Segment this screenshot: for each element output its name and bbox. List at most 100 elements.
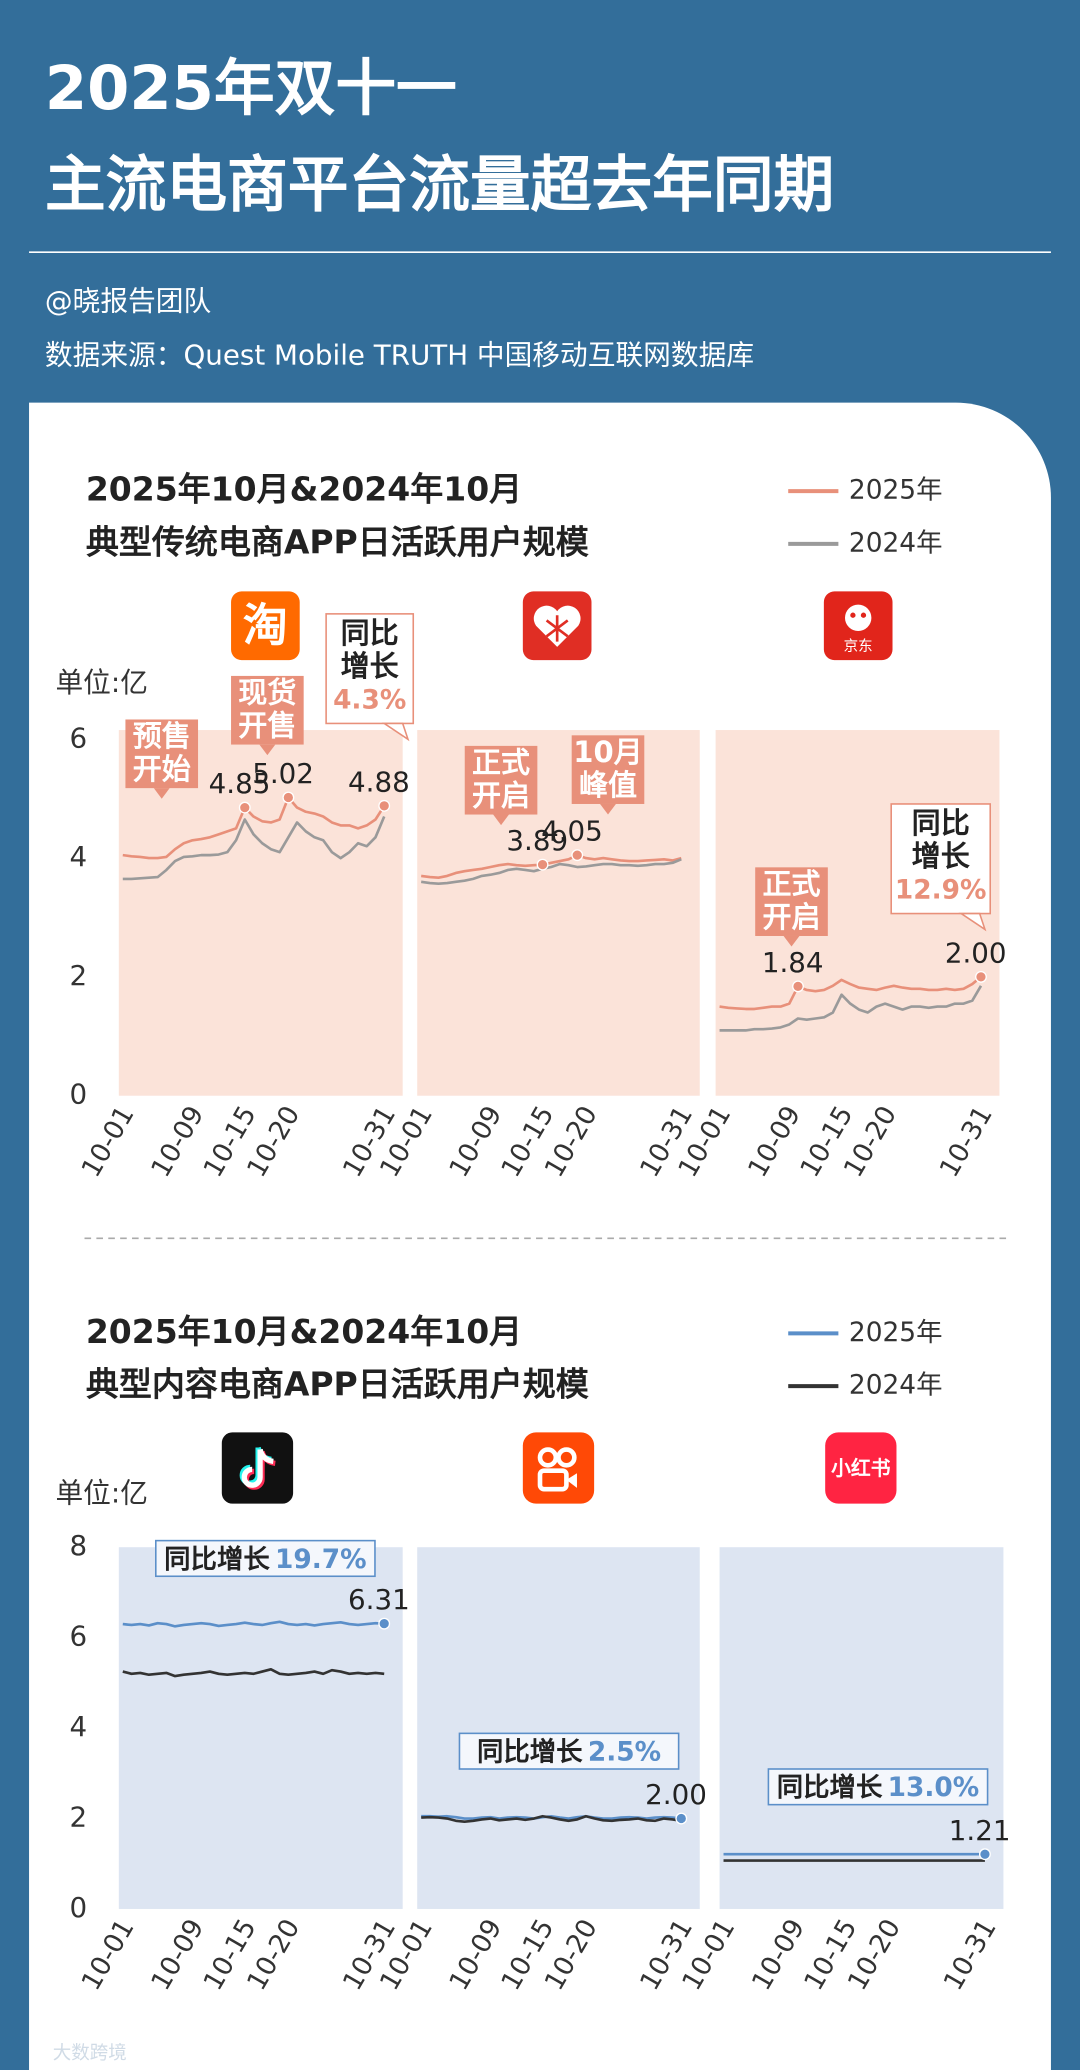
y-axis-label: 单位:亿 (55, 1476, 148, 1509)
annotation-box (464, 745, 538, 815)
y-tick-label: 4 (69, 840, 87, 873)
data-label: 4.85 (209, 767, 271, 800)
chart-subtitle: 典型内容电商APP日活跃用户规模 (86, 1365, 590, 1404)
data-point (571, 849, 584, 862)
callout-box (155, 1539, 376, 1578)
callout-box (767, 1768, 989, 1806)
data-point (378, 1617, 391, 1630)
logo-douyin (221, 1432, 294, 1504)
data-point (792, 980, 804, 993)
annotation-text: 峰值 (579, 768, 637, 802)
series-line (122, 1620, 385, 1628)
y-tick-label: 6 (69, 1620, 87, 1653)
annotation-pointer (153, 788, 170, 799)
data-point (282, 791, 295, 804)
legend-label: 2025年 (849, 1317, 943, 1348)
data-label: 4.88 (348, 765, 410, 798)
annotation-text: 10月 (573, 735, 642, 769)
data-label: 4.05 (541, 815, 603, 848)
legend-label: 2024年 (849, 1370, 943, 1401)
annotation-text: 预售 (133, 719, 191, 753)
callout-text: 增长 (912, 839, 971, 873)
annotation-text: 现货 (238, 675, 296, 709)
annotation-text: 开启 (472, 778, 530, 812)
callout-text: 增长 (341, 649, 400, 683)
data-label: 1.84 (762, 946, 824, 979)
data-point (978, 1848, 991, 1861)
callout-value: 2.5% (588, 1736, 661, 1767)
data-point (378, 799, 391, 812)
panel-background (417, 730, 700, 1096)
callout-text: 同比增长 (164, 1543, 270, 1574)
annotation-pointer (783, 935, 800, 947)
callout-pointer (381, 722, 410, 742)
y-axis-label: 单位:亿 (55, 666, 148, 699)
data-point (975, 970, 987, 983)
data-point (675, 1812, 688, 1825)
data-label: 2.00 (645, 1778, 707, 1811)
series-line (421, 1814, 682, 1823)
annotation-pointer (259, 744, 276, 756)
callout: 同比增长 13.0% (777, 1772, 979, 1803)
annotation-pointer (493, 814, 509, 826)
chart-title: 2025年10月&2024年10月 (86, 1312, 522, 1351)
panel-background (417, 1547, 700, 1909)
logo-kuaishou (522, 1432, 595, 1504)
logo-text: 京东 (844, 638, 873, 655)
annotation-text: 正式 (472, 745, 530, 779)
logo-text: 淘 (243, 598, 288, 651)
y-tick-label: 8 (69, 1529, 87, 1562)
logo-taobao: 淘 (231, 591, 300, 661)
annotation-text: 开启 (762, 900, 820, 934)
y-tick-label: 2 (69, 959, 87, 992)
y-tick-label: 6 (69, 721, 87, 754)
data-point (238, 801, 251, 814)
callout-value: 12.9% (895, 875, 987, 906)
chart-subtitle: 典型传统电商APP日活跃用户规模 (86, 522, 590, 561)
callout-text: 同比增长 (777, 1772, 883, 1803)
callout-value: 4.3% (333, 685, 406, 716)
callout-pointer (958, 912, 987, 932)
y-tick-label: 4 (69, 1710, 87, 1743)
data-label: 6.31 (348, 1583, 410, 1616)
y-tick-label: 2 (69, 1801, 87, 1834)
series-line (122, 816, 386, 881)
annotation-box (571, 735, 645, 804)
series-line (122, 796, 386, 860)
watermark: 大数跨境 (53, 2043, 127, 2064)
panel-background (719, 1547, 1004, 1909)
legend-label: 2025年 (849, 475, 943, 506)
callout-box (890, 803, 992, 915)
annotation-box (125, 719, 199, 789)
data-point (536, 858, 549, 871)
logo-pinduoduo (522, 591, 592, 661)
callout-text: 同比增长 (477, 1736, 583, 1767)
panel-background (118, 1547, 403, 1909)
annotation-text: 开始 (133, 752, 191, 786)
series-line (122, 1667, 385, 1678)
annotation-box (231, 675, 304, 745)
author: @晓报告团队 (45, 284, 211, 317)
callout-text: 同比 (341, 616, 399, 650)
data-label: 3.89 (506, 824, 568, 857)
callout: 同比增长 2.5% (477, 1736, 661, 1767)
series-line (420, 858, 682, 885)
callout-value: 13.0% (888, 1772, 980, 1803)
legend-label: 2024年 (849, 527, 943, 558)
series-line (719, 975, 982, 1011)
source: 数据来源：Quest Mobile TRUTH 中国移动互联网数据库 (45, 338, 754, 371)
logo-jd: 京东 (823, 591, 893, 661)
logo-xiaohongshu: 小红书 (825, 1432, 897, 1504)
chart-title: 2025年10月&2024年10月 (86, 470, 522, 509)
annotation-text: 开售 (238, 708, 296, 742)
annotation-pointer (600, 803, 616, 815)
series-line (420, 853, 682, 880)
y-tick-label: 0 (69, 1891, 87, 1924)
callout-text: 同比 (912, 806, 970, 840)
data-label: 1.21 (949, 1814, 1011, 1847)
title-line: 2025年双十一 (45, 54, 457, 124)
callout: 同比增长 19.7% (164, 1543, 366, 1574)
callout-value: 19.7% (275, 1543, 367, 1574)
callout-box (458, 1732, 680, 1770)
